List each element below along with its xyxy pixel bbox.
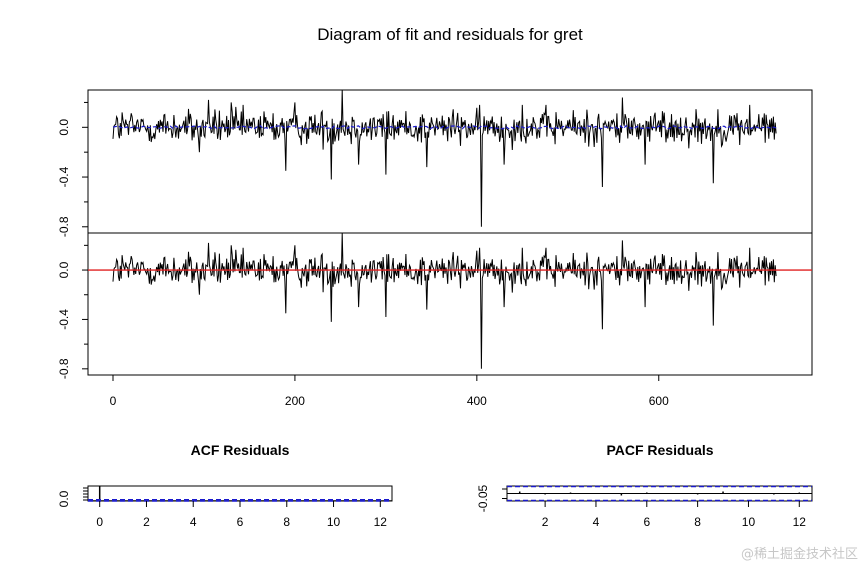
- x-tick-label: 8: [283, 515, 290, 529]
- y-tick-label: 0.0: [57, 261, 71, 278]
- chart-title: Diagram of fit and residuals for gret: [317, 25, 583, 44]
- watermark: @稀土掘金技术社区: [740, 547, 858, 562]
- y-tick-label: -0.8: [57, 358, 71, 379]
- y-tick-label: -0.8: [57, 216, 71, 237]
- x-tick-label: 10: [327, 515, 341, 529]
- acf-title: ACF Residuals: [191, 442, 290, 458]
- x-tick-label: 4: [593, 515, 600, 529]
- y-tick-label: -0.05: [476, 485, 490, 513]
- residuals-series-line: [112, 232, 777, 369]
- plot-frame: [87, 232, 813, 376]
- x-tick-label: 400: [467, 394, 487, 408]
- acf-panel: 0 2 4 6 8 10 12 0.0: [57, 485, 393, 529]
- x-tick-label: 4: [190, 515, 197, 529]
- y-tick-label: 0.0: [57, 119, 71, 136]
- plot-frame: [87, 89, 813, 234]
- x-tick-label: 200: [285, 394, 305, 408]
- x-tick-label: 12: [374, 515, 388, 529]
- x-tick-label: 12: [793, 515, 807, 529]
- x-tick-label: 6: [643, 515, 650, 529]
- pacf-panel: 2 4 6 8 10 12 -0.05: [476, 485, 813, 529]
- x-tick-label: 2: [542, 515, 549, 529]
- y-tick-label: 0.0: [57, 490, 71, 507]
- x-tick-label: 8: [694, 515, 701, 529]
- y-tick-label: -0.4: [57, 166, 71, 187]
- fit-panel: 0.0 -0.4 -0.8: [57, 89, 813, 237]
- gret-series-line: [112, 89, 777, 227]
- plot-frame: [87, 485, 393, 502]
- y-tick-label: -0.4: [57, 309, 71, 330]
- residuals-panel: 0.0 -0.4 -0.8 0 200 400 600: [57, 232, 813, 408]
- x-tick-label: 600: [649, 394, 669, 408]
- x-tick-label: 0: [110, 394, 117, 408]
- x-tick-label: 2: [143, 515, 150, 529]
- fitted-series-line: [112, 125, 777, 130]
- x-tick-label: 0: [96, 515, 103, 529]
- x-tick-label: 6: [237, 515, 244, 529]
- pacf-title: PACF Residuals: [606, 442, 713, 458]
- x-tick-label: 10: [742, 515, 756, 529]
